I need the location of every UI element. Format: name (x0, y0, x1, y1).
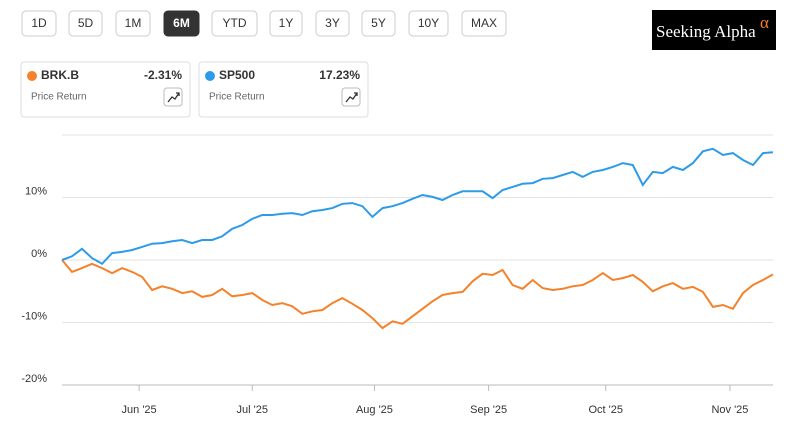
legend-card[interactable]: BRK.B -2.31% Price Return (20, 61, 191, 118)
y-tick-label: 0% (31, 248, 47, 260)
card-change: 17.23% (319, 68, 360, 82)
button-label: 1Y (279, 16, 294, 30)
button-bg (461, 10, 507, 37)
period-button[interactable]: 6M (163, 10, 200, 37)
period-button[interactable]: 1Y (269, 10, 303, 37)
card-name: BRK.B (41, 68, 79, 82)
button-bg (315, 10, 350, 37)
button-bg (408, 10, 449, 37)
button-bg (68, 10, 103, 37)
card-caption: Price Return (31, 92, 87, 103)
logo-mark: α (760, 13, 769, 32)
legend-card[interactable]: SP500 17.23% Price Return (198, 61, 369, 118)
period-button[interactable]: 10Y (408, 10, 449, 37)
card-name: SP500 (219, 68, 255, 82)
y-tick-label: -10% (21, 310, 47, 322)
button-label: 1M (125, 16, 142, 30)
period-button[interactable]: YTD (211, 10, 258, 37)
x-tick-label: Aug '25 (356, 404, 393, 416)
x-tick-label: Sep '25 (470, 404, 507, 416)
trend-icon (167, 92, 180, 103)
legend-dot (205, 71, 215, 81)
x-tick-label: Jul '25 (237, 404, 268, 416)
button-label: YTD (223, 16, 247, 30)
period-button[interactable]: 3Y (315, 10, 350, 37)
series-line (61, 147, 774, 266)
series-line (61, 259, 774, 330)
card-change: -2.31% (144, 68, 182, 82)
y-tick-label: 10% (25, 185, 47, 197)
legend-dot (27, 71, 37, 81)
period-button[interactable]: 5D (68, 10, 103, 37)
button-label: 6M (173, 16, 190, 30)
logo: Seeking Alpha (656, 22, 756, 41)
x-tick-label: Nov '25 (711, 404, 748, 416)
button-label: 10Y (418, 16, 439, 30)
button-bg (115, 10, 151, 37)
card-bg (20, 61, 191, 118)
y-tick-label: -20% (21, 373, 47, 385)
card-bg (198, 61, 369, 118)
button-label: 3Y (325, 16, 340, 30)
button-label: 5D (78, 16, 94, 30)
button-label: MAX (471, 16, 497, 30)
period-button[interactable]: 1D (21, 10, 57, 37)
period-button[interactable]: 5Y (361, 10, 396, 37)
x-tick-label: Oct '25 (589, 404, 624, 416)
button-label: 5Y (371, 16, 386, 30)
button-bg (269, 10, 303, 37)
plot: 10% 0% -10% -20% Jun '25 Jul '25 Aug '25 Sep '2… (21, 134, 774, 416)
button-bg (361, 10, 396, 37)
x-tick-label: Jun '25 (122, 404, 157, 416)
button-bg (21, 10, 57, 37)
button-bg (211, 10, 258, 37)
button-bg (163, 10, 200, 37)
button-label: 1D (31, 16, 47, 30)
period-button[interactable]: 1M (115, 10, 151, 37)
period-bar: 1D 5D 1M 6M YTD 1Y 3Y 5Y 10Y MAX (21, 10, 507, 37)
card-caption: Price Return (209, 92, 265, 103)
legend: BRK.B -2.31% Price Return SP500 17.23% Price … (20, 61, 369, 118)
period-button[interactable]: MAX (461, 10, 507, 37)
logo-box (652, 10, 776, 50)
trend-icon (345, 92, 358, 103)
